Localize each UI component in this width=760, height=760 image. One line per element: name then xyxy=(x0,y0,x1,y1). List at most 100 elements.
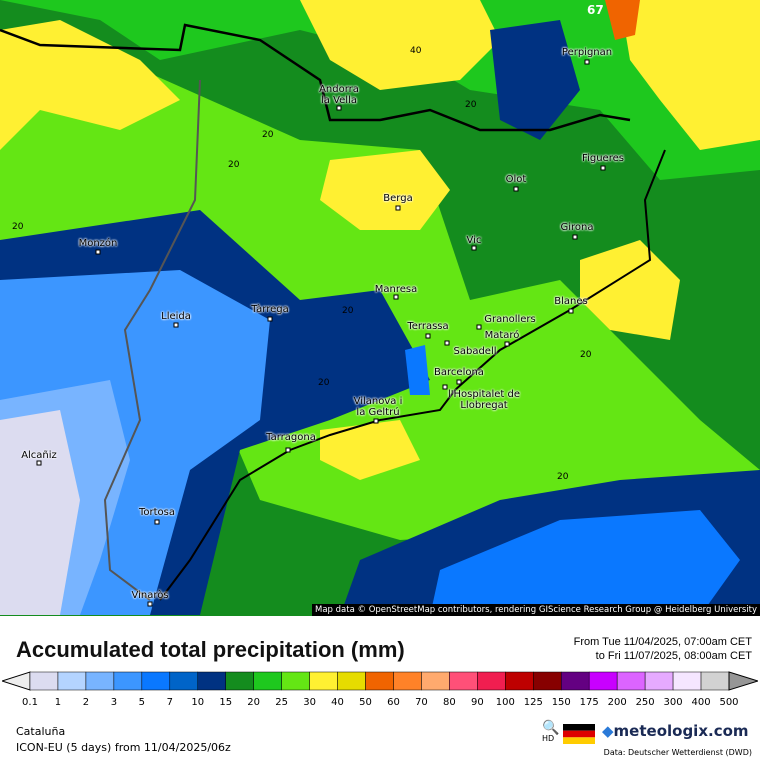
legend-swatch xyxy=(225,671,254,691)
field-darkblue-n xyxy=(490,20,580,140)
city-dot xyxy=(95,249,101,255)
contour-label: 40 xyxy=(410,46,422,56)
city-dot xyxy=(471,245,477,251)
data-source: Data: Deutscher Wetterdienst (DWD) xyxy=(603,748,752,757)
legend-tick: 500 xyxy=(719,697,739,708)
city-dot xyxy=(395,205,401,211)
city-label: Vinaròs xyxy=(131,590,169,601)
city-label: Perpignan xyxy=(561,47,613,58)
legend-tick: 90 xyxy=(470,697,484,708)
legend-swatch xyxy=(421,671,450,691)
contour-label: 20 xyxy=(318,378,330,388)
legend-tick: 200 xyxy=(607,697,627,708)
city-dot xyxy=(147,601,153,607)
precipitation-map[interactable] xyxy=(0,0,760,616)
legend-tick: 10 xyxy=(191,697,205,708)
legend-swatch xyxy=(141,671,171,691)
city-dot xyxy=(442,384,448,390)
legend-tick: 300 xyxy=(663,697,683,708)
legend-tick: 400 xyxy=(691,697,711,708)
field-blue-bcn xyxy=(405,345,430,395)
city-dot xyxy=(584,59,590,65)
legend-tick: 60 xyxy=(387,697,400,708)
legend-swatch xyxy=(672,671,702,691)
legend-tick: 125 xyxy=(523,697,543,708)
city-dot xyxy=(336,105,342,111)
field-grey-w xyxy=(0,410,80,615)
meteologix-logo[interactable]: ◆meteologix.com xyxy=(602,722,749,740)
legend-tick: 70 xyxy=(415,697,428,708)
city-label: Tàrrega xyxy=(251,304,289,315)
city-label: Andorra la Vella xyxy=(319,84,359,106)
city-label: Figueres xyxy=(582,153,624,164)
city-label: Girona xyxy=(560,222,594,233)
legend-swatch xyxy=(644,671,674,691)
map-attribution[interactable]: Map data © OpenStreetMap contributors, r… xyxy=(312,604,760,616)
legend-swatch xyxy=(253,671,282,691)
city-dot xyxy=(393,294,399,300)
legend-tick: 50 xyxy=(359,697,372,708)
city-dot xyxy=(444,340,450,346)
legend-swatch xyxy=(309,671,338,691)
city-dot xyxy=(154,519,160,525)
city-dot xyxy=(285,447,291,453)
city-label: Olot xyxy=(505,174,527,185)
field-yellow-coast xyxy=(320,420,420,480)
city-dot xyxy=(476,324,482,330)
city-dot xyxy=(173,322,179,328)
legend-tick: 30 xyxy=(303,697,316,708)
contour-label: 20 xyxy=(262,130,274,140)
legend-tick: 0.1 xyxy=(22,697,38,708)
legend-tick: 80 xyxy=(443,697,456,708)
city-label: Blanes xyxy=(554,296,588,307)
city-dot xyxy=(513,186,519,192)
city-label: Granollers xyxy=(484,314,536,325)
city-dot xyxy=(267,316,273,322)
legend-swatch xyxy=(29,671,59,691)
legend-tick: 15 xyxy=(219,697,233,708)
field-yellow-e xyxy=(580,240,680,340)
city-label: Lleida xyxy=(161,311,191,322)
legend-swatch xyxy=(449,671,478,691)
region-border xyxy=(103,79,201,601)
legend-swatch xyxy=(616,671,646,691)
legend-swatch xyxy=(393,671,422,691)
legend-tick: 3 xyxy=(110,697,118,708)
city-label: Manresa xyxy=(374,284,418,295)
city-label: Berga xyxy=(383,193,413,204)
city-label: Mataró xyxy=(484,330,520,341)
coastline xyxy=(159,149,666,601)
brand-name: meteologix.com xyxy=(613,722,749,740)
legend-swatch xyxy=(700,671,730,691)
field-yellow-nw xyxy=(0,20,180,150)
city-dot xyxy=(425,333,431,339)
city-label: Vilanova i la Geltrú xyxy=(353,396,403,418)
contour-label: 20 xyxy=(342,306,354,316)
contour-label: 20 xyxy=(557,472,569,482)
legend-tick: 7 xyxy=(166,697,173,708)
magnifier-icon: 🔍 xyxy=(542,720,560,736)
map-title: Accumulated total precipitation (mm) xyxy=(16,637,405,662)
field-yellow-ne xyxy=(620,0,760,150)
city-label: Tortosa xyxy=(138,507,176,518)
field-yellow-berga xyxy=(320,150,450,230)
period-to: to Fri 11/07/2025, 08:00am CET xyxy=(595,650,752,662)
region-label: Cataluña xyxy=(16,725,66,738)
model-label: ICON-EU (5 days) from 11/04/2025/06z xyxy=(16,741,231,754)
field-blue-se xyxy=(430,510,740,616)
contour-label: 20 xyxy=(228,160,240,170)
period-from: From Tue 11/04/2025, 07:00am CET xyxy=(573,636,752,648)
hd-zoom-button[interactable]: 🔍 HD xyxy=(542,720,560,743)
legend-swatch xyxy=(85,671,115,691)
hd-label: HD xyxy=(542,734,555,743)
city-label: Tarragona xyxy=(266,432,316,443)
legend-swatch xyxy=(560,671,590,691)
legend-swatch xyxy=(57,671,87,691)
legend-swatch xyxy=(337,671,366,691)
max-value-label: 67 xyxy=(587,3,604,17)
city-dot xyxy=(600,165,606,171)
color-scale-legend xyxy=(2,671,758,691)
city-dot xyxy=(572,234,578,240)
legend-swatch xyxy=(477,671,506,691)
legend-swatch xyxy=(505,671,534,691)
